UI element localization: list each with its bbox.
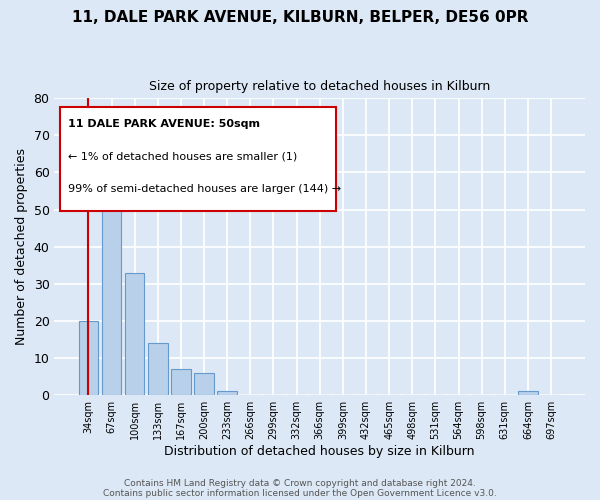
Text: 11 DALE PARK AVENUE: 50sqm: 11 DALE PARK AVENUE: 50sqm [68, 119, 260, 129]
Bar [79, 320, 98, 395]
Bar [148, 343, 167, 395]
Bar [171, 369, 191, 395]
Bar [518, 391, 538, 395]
Text: 99% of semi-detached houses are larger (144) →: 99% of semi-detached houses are larger (… [68, 184, 341, 194]
X-axis label: Distribution of detached houses by size in Kilburn: Distribution of detached houses by size … [164, 444, 475, 458]
Bar [194, 372, 214, 395]
Y-axis label: Number of detached properties: Number of detached properties [15, 148, 28, 345]
Bar [217, 391, 237, 395]
Text: Contains public sector information licensed under the Open Government Licence v3: Contains public sector information licen… [103, 488, 497, 498]
Text: ← 1% of detached houses are smaller (1): ← 1% of detached houses are smaller (1) [68, 152, 297, 162]
Text: 11, DALE PARK AVENUE, KILBURN, BELPER, DE56 0PR: 11, DALE PARK AVENUE, KILBURN, BELPER, D… [72, 10, 528, 25]
Bar [125, 272, 145, 395]
Title: Size of property relative to detached houses in Kilburn: Size of property relative to detached ho… [149, 80, 490, 93]
Bar [101, 162, 121, 395]
Text: Contains HM Land Registry data © Crown copyright and database right 2024.: Contains HM Land Registry data © Crown c… [124, 478, 476, 488]
FancyBboxPatch shape [60, 107, 335, 211]
